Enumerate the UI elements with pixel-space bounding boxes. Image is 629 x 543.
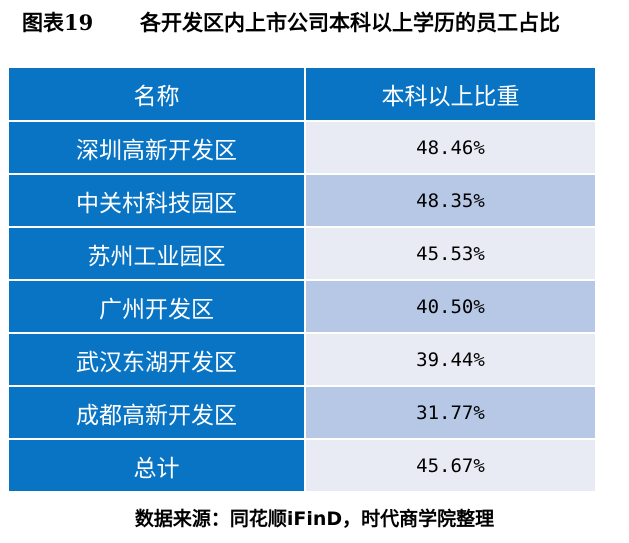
row-name-cell: 成都高新开发区 — [9, 387, 306, 438]
row-name-cell: 武汉东湖开发区 — [9, 334, 306, 385]
row-name-cell: 中关村科技园区 — [9, 175, 306, 226]
source-note: 数据来源：同花顺iFinD，时代商学院整理 — [134, 508, 495, 530]
header-value-cell: 本科以上比重 — [306, 68, 595, 120]
table-row: 中关村科技园区 48.35% — [9, 173, 595, 226]
row-name-cell: 苏州工业园区 — [9, 228, 306, 279]
row-name-cell: 广州开发区 — [9, 281, 306, 332]
table-header-row: 名称 本科以上比重 — [9, 68, 595, 120]
table-row: 成都高新开发区 31.77% — [9, 385, 595, 438]
row-value-cell: 40.50% — [306, 281, 595, 332]
figure-title: 各开发区内上市公司本科以上学历的员工占比 — [140, 10, 560, 35]
figure-number: 图表19 — [22, 10, 94, 35]
table-row: 深圳高新开发区 48.46% — [9, 120, 595, 173]
row-value-cell: 48.46% — [306, 122, 595, 173]
figure-caption: 图表19 各开发区内上市公司本科以上学历的员工占比 — [0, 0, 629, 46]
row-value-cell: 31.77% — [306, 387, 595, 438]
table-row: 武汉东湖开发区 39.44% — [9, 332, 595, 385]
row-value-cell: 45.53% — [306, 228, 595, 279]
row-value-cell: 48.35% — [306, 175, 595, 226]
row-value-cell: 39.44% — [306, 334, 595, 385]
row-name-cell: 深圳高新开发区 — [9, 122, 306, 173]
table-row: 广州开发区 40.50% — [9, 279, 595, 332]
total-name-cell: 总计 — [9, 440, 306, 491]
table-total-row: 总计 45.67% — [9, 438, 595, 491]
header-name-cell: 名称 — [9, 68, 306, 120]
data-table: 名称 本科以上比重 深圳高新开发区 48.46% 中关村科技园区 48.35% … — [9, 68, 595, 491]
total-value-cell: 45.67% — [306, 440, 595, 491]
table-row: 苏州工业园区 45.53% — [9, 226, 595, 279]
